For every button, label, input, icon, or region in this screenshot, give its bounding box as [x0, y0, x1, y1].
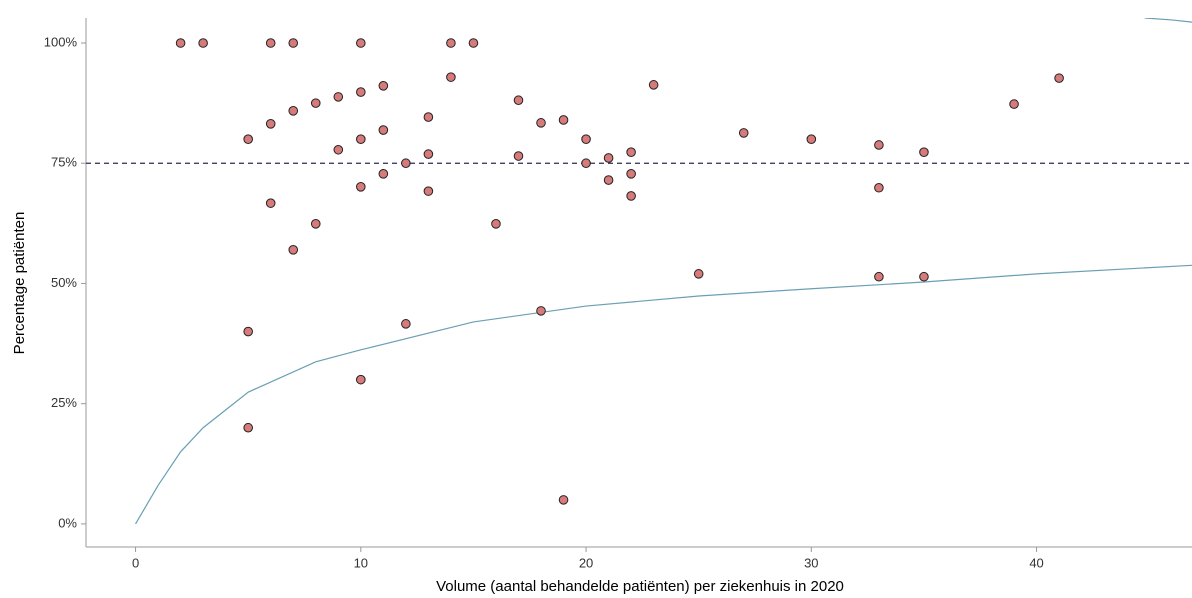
point	[536, 118, 546, 128]
point	[513, 95, 524, 106]
funnel-curve	[135, 264, 1192, 525]
x-tick-label: 40	[1029, 555, 1043, 570]
point	[198, 38, 208, 48]
point	[378, 169, 389, 179]
point	[401, 319, 411, 329]
point	[288, 106, 299, 116]
point	[626, 169, 636, 179]
point	[446, 72, 456, 82]
point	[356, 181, 366, 192]
point	[288, 244, 299, 255]
y-tick-label: 0%	[58, 515, 77, 530]
y-tick-label: 100%	[44, 34, 78, 49]
point	[513, 151, 524, 161]
point	[175, 38, 186, 48]
x-tick-label: 0	[132, 555, 139, 570]
point	[378, 81, 389, 91]
point	[536, 306, 546, 316]
x-tick-label: 10	[354, 555, 368, 570]
y-tick-label: 75%	[51, 155, 77, 170]
y-tick-label: 50%	[51, 275, 77, 290]
point	[423, 186, 434, 196]
point	[310, 219, 321, 229]
point	[265, 119, 276, 129]
funnel-curve	[1144, 18, 1192, 23]
point	[378, 125, 389, 135]
point	[919, 147, 929, 157]
point	[1009, 99, 1019, 109]
point	[581, 158, 591, 169]
point	[333, 144, 344, 155]
point	[1054, 73, 1064, 83]
point	[626, 147, 636, 157]
x-tick-label: 20	[579, 555, 593, 570]
point	[648, 80, 659, 90]
point	[265, 198, 276, 208]
x-tick-label: 30	[804, 555, 818, 570]
point	[874, 140, 884, 150]
point	[468, 38, 479, 48]
point	[401, 158, 411, 169]
point	[603, 175, 614, 185]
point	[446, 38, 456, 48]
point	[288, 38, 299, 48]
point	[423, 149, 434, 159]
point	[356, 134, 366, 144]
point	[874, 271, 884, 282]
point	[356, 87, 366, 97]
point	[356, 38, 366, 48]
point	[581, 134, 591, 144]
point	[243, 422, 253, 433]
point	[491, 219, 501, 229]
point	[603, 153, 614, 163]
point	[919, 271, 929, 282]
point	[558, 495, 569, 505]
point	[243, 134, 253, 144]
point	[558, 115, 569, 125]
y-tick-label: 25%	[51, 395, 77, 410]
point	[423, 112, 434, 122]
point	[738, 128, 749, 138]
point	[806, 134, 817, 144]
point	[310, 98, 321, 108]
point	[243, 326, 253, 337]
point	[874, 182, 884, 193]
point	[693, 269, 704, 279]
x-axis-title: Volume (aantal behandelde patiënten) per…	[436, 578, 844, 595]
point	[265, 38, 276, 48]
y-axis-title: Percentage patiënten	[11, 212, 28, 355]
point	[333, 92, 344, 102]
point	[356, 374, 366, 385]
point	[626, 191, 636, 201]
